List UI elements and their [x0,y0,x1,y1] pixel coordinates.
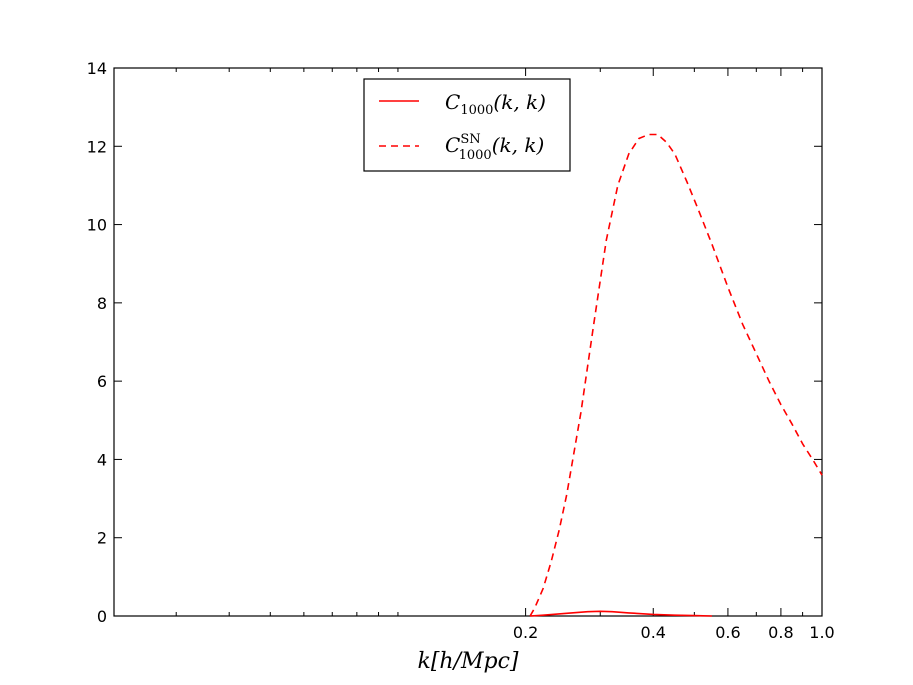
y-tick-label: 4 [97,450,107,469]
series-line-c1000 [530,610,712,617]
y-axis-ticks: 0 2 4 6 8 10 12 14 [87,59,822,626]
x-tick-label: 0.8 [768,623,793,642]
x-tick-label: 0.6 [715,623,740,642]
y-tick-label: 0 [97,607,107,626]
y-tick-label: 14 [87,59,107,78]
legend-1-subscript: 1000 [459,148,492,163]
legend-0-main: C [445,90,460,114]
x-tick-label: 1.0 [809,623,834,642]
legend-label-1: CSN 1000(k, k) [445,132,544,163]
legend-1-args: (k, k) [492,133,545,157]
series-line-sn [529,133,823,617]
x-axis-label: k[h/Mpc] [417,649,518,674]
legend-1-main: C [445,133,460,157]
x-tick-label: 0.2 [513,623,538,642]
y-tick-label: 2 [97,529,107,548]
y-tick-label: 10 [87,216,107,235]
y-tick-label: 6 [97,372,107,391]
series-layer [529,133,823,617]
x-minor-ticks [175,68,804,616]
legend-1-superscript: SN [460,132,480,147]
x-axis-ticks: 0.2 0.4 0.6 0.8 1.0 [513,68,835,642]
y-tick-label: 12 [87,137,107,156]
legend-label-0: C1000(k, k) [445,90,546,118]
legend: C1000(k, k) CSN 1000(k, k) [363,78,571,172]
legend-0-args: (k, k) [493,90,546,114]
legend-box [363,78,571,172]
x-tick-label: 0.4 [641,623,666,642]
y-tick-label: 8 [97,294,107,313]
legend-0-subscript: 1000 [460,103,493,118]
